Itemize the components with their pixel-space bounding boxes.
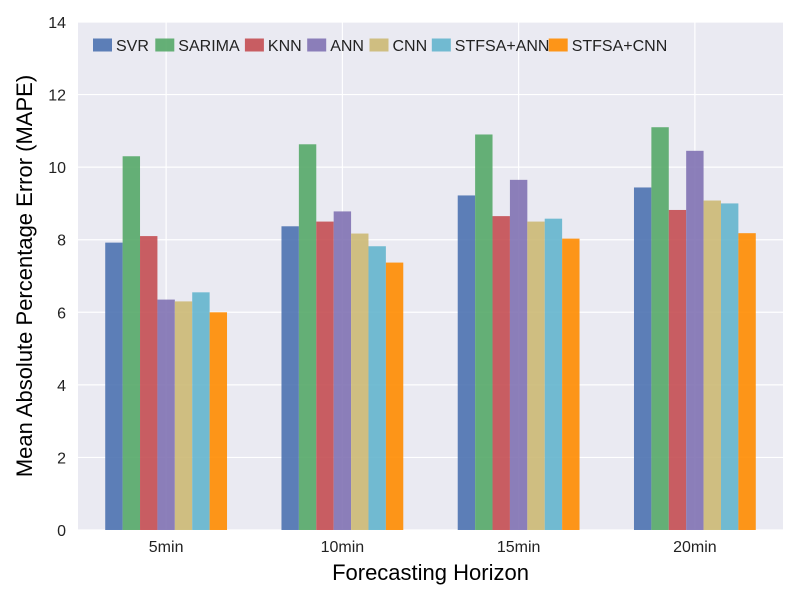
bar-sarima-15min	[475, 134, 493, 530]
bar-svr-5min	[105, 242, 123, 531]
legend-label: KNN	[268, 38, 302, 55]
legend-swatch	[431, 38, 451, 52]
bar-sarima-10min	[298, 144, 317, 531]
bar-cnn-20min	[703, 200, 721, 531]
bar-knn-10min	[316, 221, 334, 531]
y-tick-label: 6	[57, 305, 66, 322]
bar-stfsa-cnn-5min	[209, 312, 228, 530]
legend-label: STFSA+CNN	[572, 38, 668, 55]
bar-svr-20min	[633, 187, 652, 530]
legend-label: ANN	[330, 38, 364, 55]
x-tick-labels: 5min 10min 15min 20min	[149, 539, 717, 556]
bar-stfsa-cnn-20min	[738, 233, 756, 530]
bar-knn-20min	[668, 209, 687, 530]
legend-label: CNN	[393, 38, 428, 55]
bar-stfsa-cnn-10min	[385, 262, 404, 530]
legend-swatch	[548, 38, 568, 52]
bar-sarima-5min	[122, 156, 141, 530]
bar-stfsa-ann-10min	[368, 246, 386, 530]
y-tick-label: 0	[57, 523, 66, 540]
bar-svr-10min	[281, 226, 299, 530]
legend-swatch	[244, 38, 264, 52]
legend-label: SARIMA	[178, 38, 240, 55]
bar-ann-10min	[333, 211, 352, 530]
bar-stfsa-cnn-15min	[562, 238, 580, 530]
bar-stfsa-ann-5min	[192, 292, 210, 530]
legend-label: SVR	[116, 38, 149, 55]
bar-knn-5min	[140, 236, 158, 531]
bar-ann-5min	[157, 299, 175, 530]
legend-swatch	[369, 38, 389, 52]
bar-sarima-20min	[651, 127, 669, 530]
bar-stfsa-ann-20min	[720, 203, 739, 530]
bar-svr-15min	[457, 195, 476, 530]
y-tick-label: 2	[57, 450, 66, 467]
legend-swatch	[93, 38, 112, 52]
bar-stfsa-ann-15min	[544, 218, 563, 530]
bar-ann-20min	[686, 150, 704, 531]
legend: SVR SARIMA KNN ANN CNN STFSA+ANN STFSA+CNN	[93, 38, 667, 55]
y-tick-labels: 0 2 4 6 8 10 12 14	[48, 15, 66, 540]
x-tick-label: 15min	[497, 539, 541, 556]
y-tick-label: 10	[48, 160, 66, 177]
legend-label: STFSA+ANN	[455, 38, 550, 55]
bar-cnn-10min	[351, 233, 369, 530]
y-tick-label: 8	[57, 233, 66, 250]
x-tick-label: 10min	[321, 539, 365, 556]
bar-knn-15min	[492, 216, 510, 530]
y-axis-title: Mean Absolute Percentage Error (MAPE)	[12, 75, 37, 477]
y-tick-label: 12	[48, 88, 66, 105]
y-tick-label: 14	[48, 15, 66, 32]
x-tick-label: 5min	[149, 539, 184, 556]
x-axis-title: Forecasting Horizon	[332, 560, 529, 585]
bar-ann-15min	[509, 179, 528, 531]
bar-cnn-5min	[174, 301, 193, 530]
x-tick-label: 20min	[673, 539, 717, 556]
y-tick-label: 4	[57, 378, 66, 395]
legend-swatch	[307, 38, 327, 52]
bars	[105, 127, 756, 531]
bar-cnn-15min	[527, 221, 545, 531]
legend-swatch	[155, 38, 175, 52]
